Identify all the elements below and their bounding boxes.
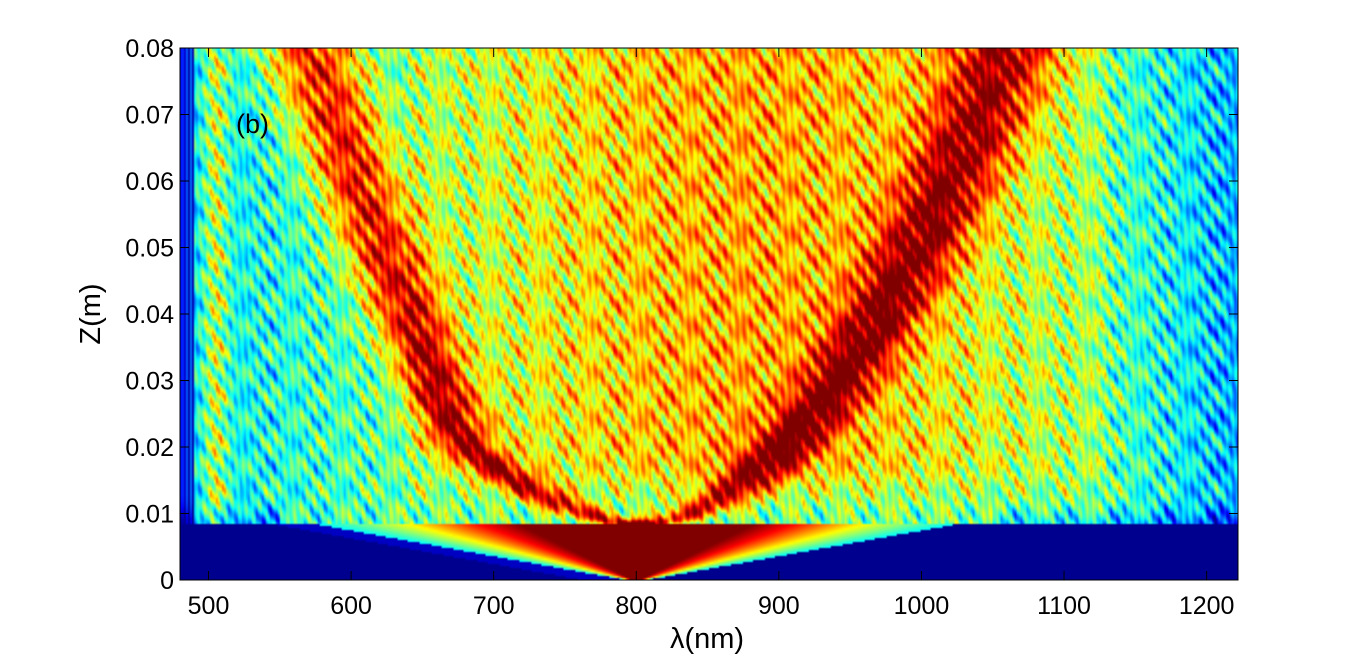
y-tick-label: 0.06 (125, 168, 174, 196)
y-tick-label: 0 (160, 567, 174, 595)
y-tick-label: 0.07 (125, 102, 174, 130)
x-tick-label: 1200 (1179, 592, 1235, 620)
heatmap-image (180, 48, 1238, 580)
x-axis-label: λ(nm) (670, 623, 744, 655)
x-tick-label: 900 (758, 592, 800, 620)
heatmap (180, 48, 1238, 580)
y-tick-label: 0.04 (125, 301, 174, 329)
y-tick-label: 0.05 (125, 235, 174, 263)
x-tick-label: 1000 (894, 592, 950, 620)
x-tick-label: 500 (188, 592, 230, 620)
x-tick-label: 600 (330, 592, 372, 620)
plot-area (179, 47, 1239, 581)
panel-label: (b) (236, 109, 269, 139)
y-tick-label: 0.03 (125, 368, 174, 396)
y-axis-label: Z(m) (75, 283, 107, 344)
y-tick-label: 0.08 (125, 35, 174, 63)
x-tick-label: 800 (615, 592, 657, 620)
y-tick-label: 0.02 (125, 434, 174, 462)
y-axis-ticks: 0 0.01 0.02 0.03 0.04 0.05 0.06 0.07 0.08 (125, 35, 1238, 595)
y-tick-label: 0.01 (125, 501, 174, 529)
x-axis-ticks: 500 600 700 800 900 1000 1100 1200 (188, 48, 1235, 620)
x-tick-label: 1100 (1037, 592, 1091, 620)
x-tick-label: 700 (473, 592, 515, 620)
